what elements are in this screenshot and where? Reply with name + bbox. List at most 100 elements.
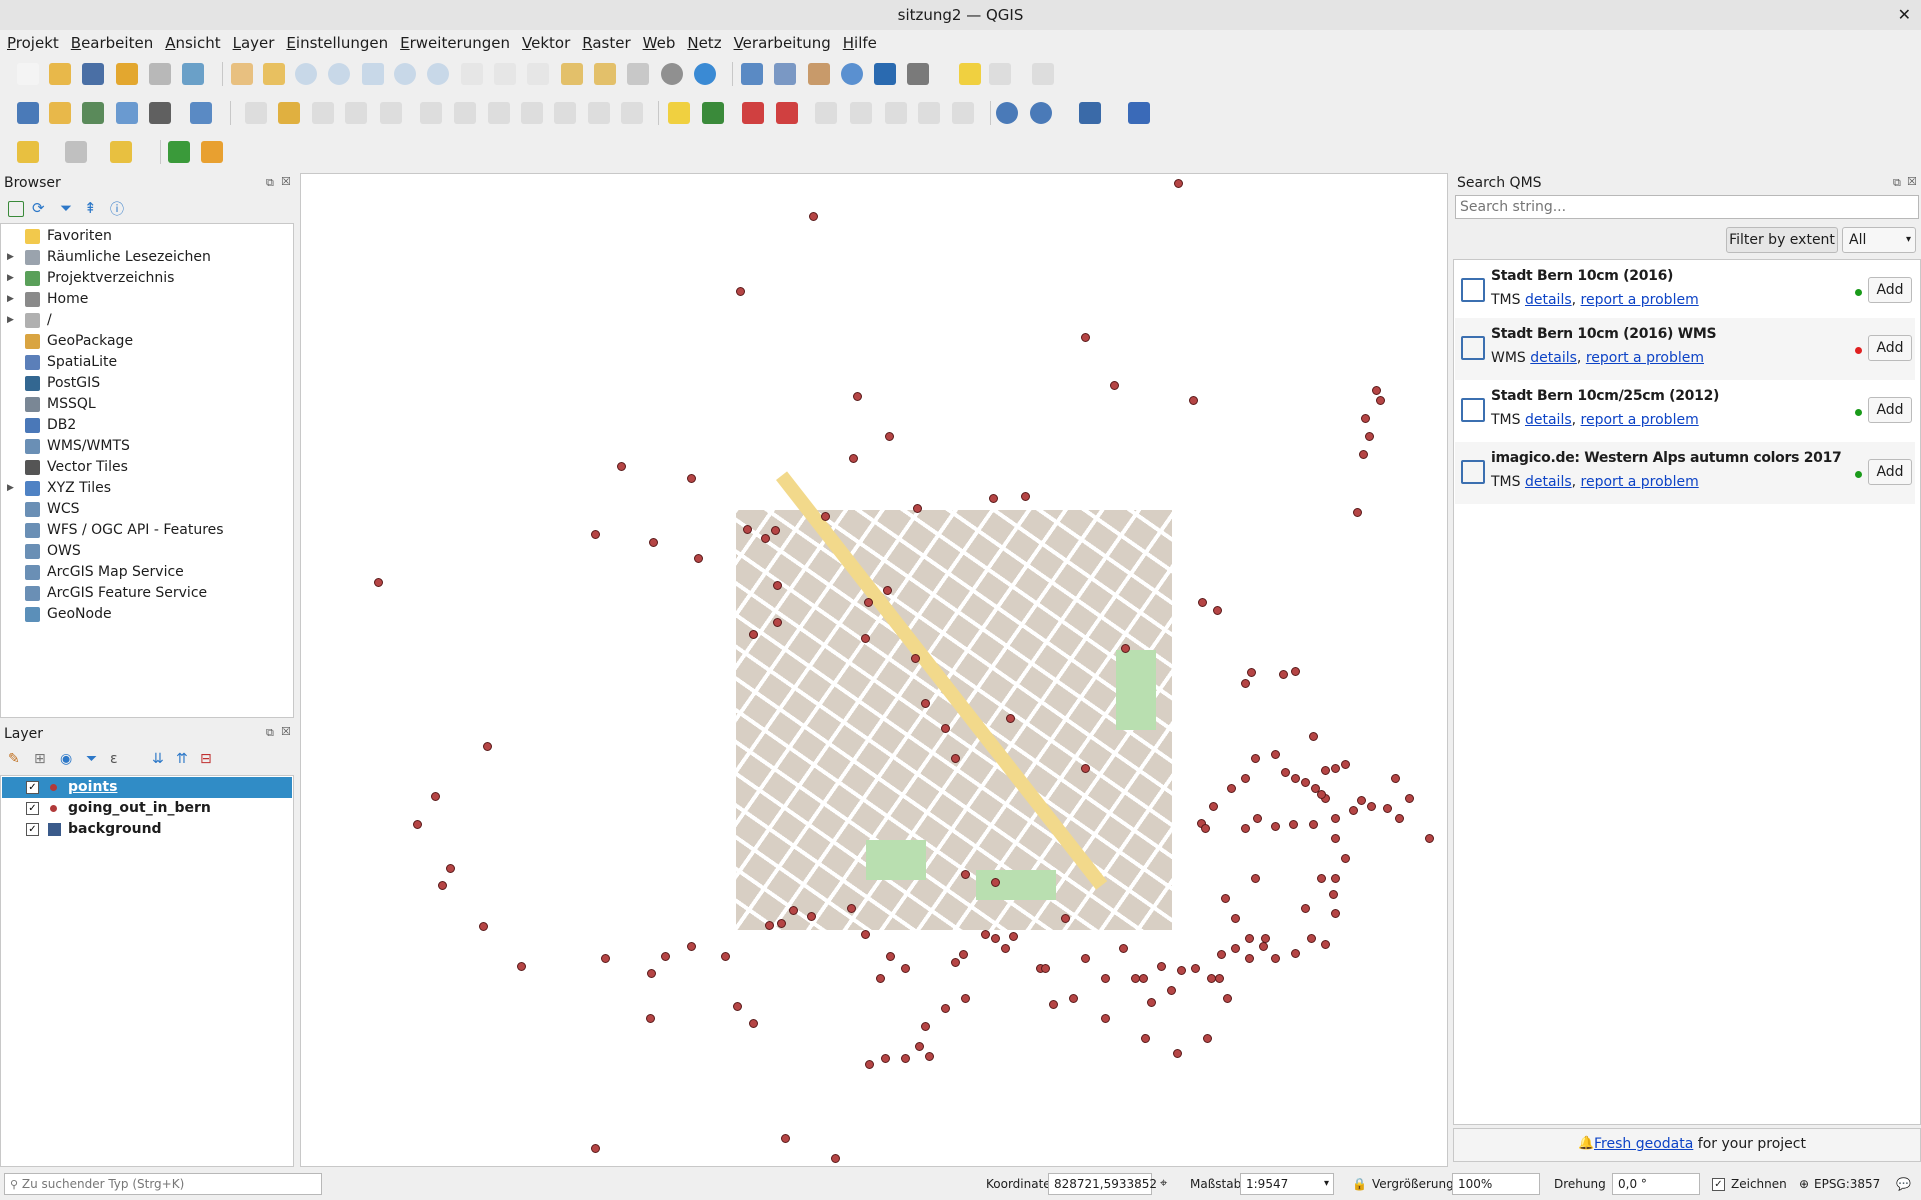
browser-item-spatialite[interactable]: SpatiaLite — [1, 352, 291, 373]
open-project-icon[interactable] — [49, 63, 71, 85]
expand-arrow-icon[interactable]: ▶ — [7, 315, 14, 325]
expand-all-icon[interactable]: ⇊ — [152, 751, 164, 767]
float-panel-icon[interactable]: ⧉ — [1893, 176, 1901, 189]
menu-item[interactable]: Einstellungen — [286, 34, 389, 52]
menu-item[interactable]: Erweiterungen — [400, 34, 510, 52]
locator-input[interactable]: ⚲ Zu suchender Typ (Strg+K) — [4, 1173, 322, 1195]
add-service-button[interactable]: Add — [1868, 397, 1912, 423]
layout-manager-icon[interactable] — [149, 63, 171, 85]
zoom-out-icon[interactable] — [328, 63, 350, 85]
new-shapefile-icon[interactable] — [82, 102, 104, 124]
new-temp-layer-icon[interactable] — [149, 102, 171, 124]
pin-labels-icon[interactable] — [742, 102, 764, 124]
toggle-editing-icon[interactable] — [278, 102, 300, 124]
zoom-in-icon[interactable] — [295, 63, 317, 85]
highlight-pinned-icon[interactable] — [815, 102, 837, 124]
locator-search-icon[interactable] — [168, 141, 190, 163]
undo-icon[interactable] — [588, 102, 610, 124]
coord-field[interactable]: 828721,5933852 — [1048, 1173, 1157, 1195]
field-calculator-icon[interactable] — [201, 141, 223, 163]
python-icon[interactable] — [1079, 102, 1101, 124]
edits-icon[interactable] — [245, 102, 267, 124]
browser-item-wfs-ogc-api-features[interactable]: WFS / OGC API - Features — [1, 520, 291, 541]
close-panel-icon[interactable]: ☒ — [281, 175, 291, 188]
redo-icon[interactable] — [621, 102, 643, 124]
filter-icon[interactable]: ⏷ — [86, 751, 98, 767]
browser-item-db2[interactable]: DB2 — [1, 415, 291, 436]
new-geopackage-icon[interactable] — [49, 102, 71, 124]
expression-filter-icon[interactable]: ε — [110, 751, 118, 767]
layer-item-background[interactable]: ✓ background — [2, 819, 292, 840]
browser-item-arcgis-feature-service[interactable]: ArcGIS Feature Service — [1, 583, 291, 604]
cut-icon[interactable] — [488, 102, 510, 124]
new-virtual-layer-icon[interactable] — [190, 102, 212, 124]
browser-item-projektverzeichnis[interactable]: ▶ Projektverzeichnis — [1, 268, 291, 289]
menu-item[interactable]: Netz — [687, 34, 722, 52]
new-bookmark-icon[interactable] — [594, 63, 616, 85]
filter-icon[interactable]: ⏷ — [60, 199, 73, 217]
new-map-view-icon[interactable] — [561, 63, 583, 85]
qms-add-icon[interactable] — [996, 102, 1018, 124]
zoom-next-icon[interactable] — [527, 63, 549, 85]
add-feature-icon[interactable] — [345, 102, 367, 124]
rotate-label-icon[interactable] — [918, 102, 940, 124]
close-icon[interactable]: ✕ — [1897, 5, 1911, 24]
close-panel-icon[interactable]: ☒ — [1907, 175, 1917, 188]
add-service-button[interactable]: Add — [1868, 459, 1912, 485]
annotation-icon[interactable] — [989, 63, 1011, 85]
layer-visibility-checkbox[interactable]: ✓ — [26, 781, 39, 794]
add-group-icon[interactable]: ⊞ — [34, 751, 46, 767]
qms-search-input[interactable] — [1455, 195, 1919, 219]
mouse-icon[interactable]: ⌖ — [1160, 1176, 1168, 1191]
rotation-field[interactable]: 0,0 ° — [1612, 1173, 1700, 1195]
remove-layer-icon[interactable]: ⊟ — [200, 751, 212, 767]
float-panel-icon[interactable]: ⧉ — [266, 176, 274, 189]
add-service-button[interactable]: Add — [1868, 335, 1912, 361]
browser-item-root[interactable]: ▶ / — [1, 310, 291, 331]
menu-item[interactable]: Web — [642, 34, 676, 52]
browser-item-vector-tiles[interactable]: Vector Tiles — [1, 457, 291, 478]
browser-item-geopackage[interactable]: GeoPackage — [1, 331, 291, 352]
expand-arrow-icon[interactable]: ▶ — [7, 294, 14, 304]
browser-item-mssql[interactable]: MSSQL — [1, 394, 291, 415]
zoom-last-icon[interactable] — [494, 63, 516, 85]
details-link[interactable]: details — [1524, 474, 1572, 490]
menu-item[interactable]: Projekt — [7, 34, 59, 52]
modify-attributes-icon[interactable] — [420, 102, 442, 124]
type-select[interactable]: All ▾ — [1842, 227, 1916, 253]
crs-button[interactable]: EPSG:3857 — [1814, 1177, 1881, 1191]
help-icon[interactable] — [1128, 102, 1150, 124]
paste-icon[interactable] — [554, 102, 576, 124]
browser-item-wms-wmts[interactable]: WMS/WMTS — [1, 436, 291, 457]
menu-item[interactable]: Ansicht — [165, 34, 221, 52]
browser-item-wcs[interactable]: WCS — [1, 499, 291, 520]
delete-selected-icon[interactable] — [454, 102, 476, 124]
browser-item-ows[interactable]: OWS — [1, 541, 291, 562]
visibility-icon[interactable]: ◉ — [60, 751, 73, 767]
browser-item-geonode[interactable]: GeoNode — [1, 604, 291, 625]
select-features-icon[interactable] — [17, 141, 39, 163]
menu-item[interactable]: Vektor — [522, 34, 571, 52]
pan-to-selection-icon[interactable] — [263, 63, 285, 85]
browser-item-xyz-tiles[interactable]: ▶ XYZ Tiles — [1, 478, 291, 499]
new-project-icon[interactable] — [17, 63, 39, 85]
show-hide-labels-icon[interactable] — [850, 102, 872, 124]
float-panel-icon[interactable]: ⧉ — [266, 726, 274, 739]
temporal-icon[interactable] — [661, 63, 683, 85]
style-manager-icon[interactable] — [182, 63, 204, 85]
map-canvas[interactable] — [300, 173, 1448, 1167]
processing-icon[interactable] — [841, 63, 863, 85]
measure-icon[interactable] — [907, 63, 929, 85]
menu-item[interactable]: Verarbeitung — [733, 34, 831, 52]
data-source-manager-icon[interactable] — [17, 102, 39, 124]
save-project-icon[interactable] — [82, 63, 104, 85]
layer-item-points[interactable]: ✓ points — [2, 777, 292, 798]
refresh-icon[interactable] — [694, 63, 716, 85]
zoom-full-icon[interactable] — [362, 63, 384, 85]
browser-item-postgis[interactable]: PostGIS — [1, 373, 291, 394]
identify-icon[interactable] — [741, 63, 763, 85]
save-edits-icon[interactable] — [312, 102, 334, 124]
expand-arrow-icon[interactable]: ▶ — [7, 273, 14, 283]
details-link[interactable]: details — [1524, 292, 1572, 308]
scale-field[interactable]: 1:9547 ▾ — [1240, 1173, 1334, 1195]
